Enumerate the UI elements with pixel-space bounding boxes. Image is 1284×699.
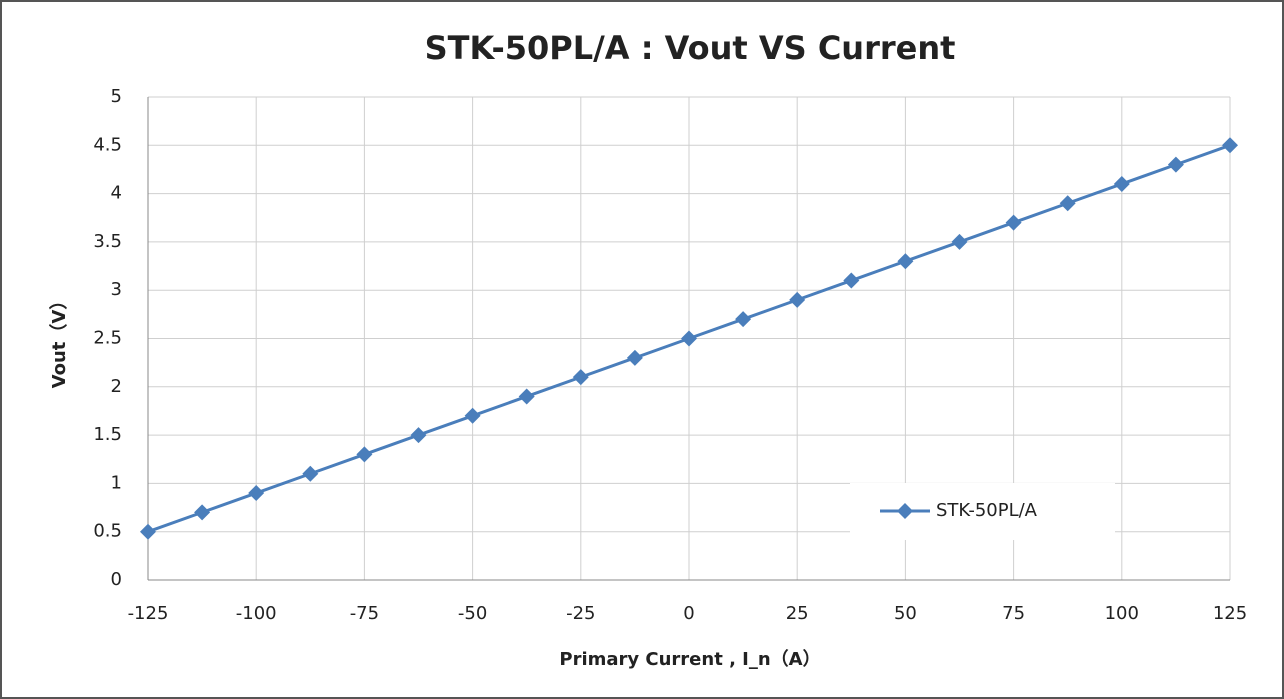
x-tick-label: 50 (894, 603, 917, 624)
point (302, 465, 319, 482)
legend-label: STK-50PL/A (936, 500, 1038, 521)
point (464, 407, 481, 424)
y-tick-label: 0 (111, 569, 122, 590)
point (897, 253, 914, 270)
point (1222, 137, 1238, 154)
y-axis-label: Vout（V） (49, 292, 70, 389)
y-tick-label: 3.5 (93, 231, 122, 252)
y-tick-label: 3 (111, 279, 122, 300)
point (843, 272, 860, 289)
x-tick-label: -125 (128, 603, 169, 624)
point (1113, 175, 1130, 192)
y-tick-label: 2 (111, 376, 122, 397)
x-tick-label: 0 (683, 603, 694, 624)
point (518, 388, 535, 405)
y-tick-label: 4 (111, 183, 122, 204)
x-tick-label: -100 (236, 603, 277, 624)
x-tick-label: -75 (350, 603, 379, 624)
point (951, 233, 968, 250)
y-tick-label: 4.5 (93, 134, 122, 155)
x-tick-label: -25 (566, 603, 595, 624)
x-tick-label: 100 (1105, 603, 1139, 624)
x-tick-label: 125 (1213, 603, 1247, 624)
point (410, 427, 427, 444)
point (681, 330, 697, 347)
point (1005, 214, 1022, 231)
x-tick-label: -50 (458, 603, 487, 624)
y-tick-label: 1 (111, 472, 122, 493)
point (735, 311, 752, 328)
y-tick-label: 0.5 (93, 521, 122, 542)
point (248, 485, 265, 502)
point (194, 504, 211, 521)
y-tick-label: 1.5 (93, 424, 122, 445)
point (1059, 195, 1076, 212)
x-axis-label: Primary Current , I_n（A） (559, 649, 820, 670)
y-tick-label: 2.5 (93, 328, 122, 349)
point (356, 446, 373, 463)
point (626, 349, 643, 366)
x-tick-label: 75 (1002, 603, 1025, 624)
y-tick-label: 5 (111, 86, 122, 107)
point (140, 523, 156, 540)
chart-title: STK-50PL/A : Vout VS Current (425, 29, 956, 67)
point (572, 369, 589, 386)
legend-marker (897, 503, 913, 519)
point (789, 291, 806, 308)
x-tick-label: 25 (786, 603, 809, 624)
point (1167, 156, 1184, 173)
